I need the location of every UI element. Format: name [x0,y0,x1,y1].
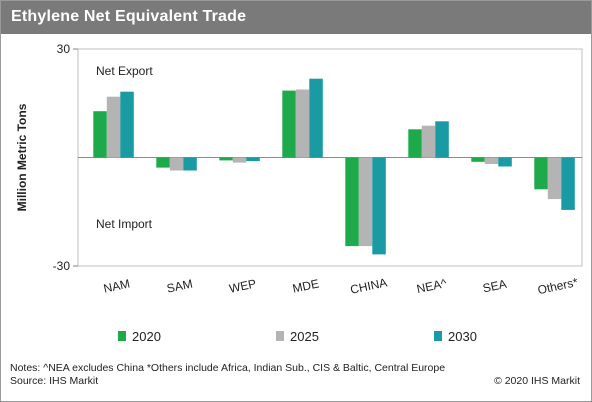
legend-label-2030: 2030 [448,329,477,344]
bar-2020 [93,111,107,158]
legend-label-2020: 2020 [132,329,161,344]
bar-2020 [156,157,170,168]
bar-2020 [345,157,359,247]
x-tick-label: Others* [536,275,579,297]
bar-2030 [120,91,134,158]
bar-2020 [282,90,296,158]
bar-2030 [372,157,386,255]
x-tick-label: NEA^ [415,276,448,296]
bar-2025 [295,89,310,158]
legend-swatch-2025 [276,331,284,341]
annotation-net-export: Net Export [96,64,153,78]
bar-2025 [547,157,562,200]
annotation-net-import: Net Import [96,217,153,231]
x-tick-label: SEA [481,277,507,296]
bar-2030 [435,121,449,158]
bar-2025 [232,157,247,163]
y-tick-label: 30 [57,42,71,56]
bar-2025 [358,157,373,247]
bar-2020 [534,157,548,190]
bar-2020 [471,157,485,162]
copyright-text: © 2020 IHS Markit [494,375,580,387]
y-axis-label: Million Metric Tons [15,103,29,211]
chart-notes: Notes: ^NEA excludes China *Others inclu… [10,362,445,388]
x-tick-label: NAM [102,276,131,295]
bar-2025 [421,125,436,158]
bar-2030 [561,157,575,210]
bar-2025 [169,157,184,171]
bar-2025 [484,157,499,164]
legend-label-2025: 2025 [290,329,319,344]
bar-2030 [309,78,323,158]
legend-swatch-2020 [118,331,126,341]
chart-title: Ethylene Net Equivalent Trade [11,8,247,25]
plot-area: 30 -30 Million Metric Tons Net Export Net Im… [15,42,583,344]
legend-swatch-2030 [434,331,442,341]
y-tick-label: -30 [53,259,71,273]
bar-2020 [408,129,422,158]
x-tick-label: WEP [228,276,258,295]
bar-2020 [219,157,233,161]
bar-2025 [106,96,121,158]
x-tick-label: SAM [165,277,193,296]
bar-2030 [183,157,197,171]
title-bar: Ethylene Net Equivalent Trade [1,1,591,34]
source-text: Source: IHS Markit [10,375,99,387]
bar-2030 [246,157,260,162]
bar-2030 [498,157,512,167]
x-tick-label: MDE [291,276,320,295]
x-tick-label: CHINA [349,275,388,296]
notes-text: Notes: ^NEA excludes China *Others inclu… [10,362,446,374]
